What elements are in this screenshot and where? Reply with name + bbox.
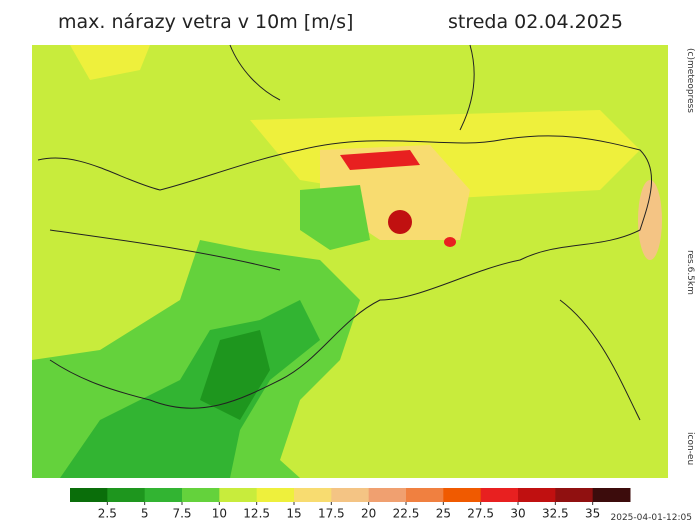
colorbar-tick-label: 32.5 [542, 507, 569, 521]
colorbar-tick-label: 12.5 [243, 507, 270, 521]
colorbar-segment [592, 488, 631, 502]
colorbar-segment [518, 488, 556, 502]
border-line [37, 135, 653, 409]
colorbar-segment [443, 488, 482, 502]
colorbar-segment [256, 488, 295, 502]
wind-area [70, 45, 150, 80]
colorbar-tick-label: 22.5 [393, 507, 420, 521]
wind-area [340, 150, 420, 170]
wind-area [200, 330, 270, 420]
colorbar-tick-label: 2.5 [98, 507, 117, 521]
colorbar-tick-label: 7.5 [172, 507, 191, 521]
colorbar-tick-label: 35 [585, 507, 600, 521]
wind-area [300, 185, 370, 250]
colorbar-tick-label: 15 [286, 507, 301, 521]
wind-area [388, 210, 412, 234]
map [32, 44, 668, 478]
colorbar-tick-label: 25 [436, 507, 451, 521]
colorbar-segment [294, 488, 332, 502]
colorbar-segment [107, 488, 146, 502]
colorbar-segment [219, 488, 258, 502]
colorbar-segment [480, 488, 519, 502]
colorbar-segment [368, 488, 407, 502]
colorbar-segment [555, 488, 594, 502]
colorbar-tick-label: 5 [141, 507, 149, 521]
copyright-label: (c)meteopress [685, 48, 695, 113]
colorbar-segment [182, 488, 220, 502]
colorbar-tick-label: 27.5 [467, 507, 494, 521]
colorbar-segment [144, 488, 183, 502]
colorbar-segment [331, 488, 370, 502]
colorbar-tick-label: 30 [510, 507, 525, 521]
colorbar-tick-label: 10 [212, 507, 227, 521]
timestamp: 2025-04-01-12:05 [611, 513, 693, 523]
colorbar-tick-label: 17.5 [318, 507, 345, 521]
colorbar-segment [70, 488, 108, 502]
model-label: icon-eu [685, 432, 695, 465]
wind-area [638, 180, 662, 260]
colorbar: 2.5 5 7.5 10 12.5 15 17.5 20 22.5 25 27.5 30 32.5 35 [70, 488, 631, 521]
map-date: streda 02.04.2025 [448, 11, 623, 33]
map-title: max. nárazy vetra v 10m [m/s] [58, 11, 353, 33]
border-line [49, 44, 641, 421]
resolution-label: res.6.5km [685, 250, 695, 295]
colorbar-segment [406, 488, 444, 502]
colorbar-tick-label: 20 [361, 507, 376, 521]
wind-area [444, 237, 456, 247]
